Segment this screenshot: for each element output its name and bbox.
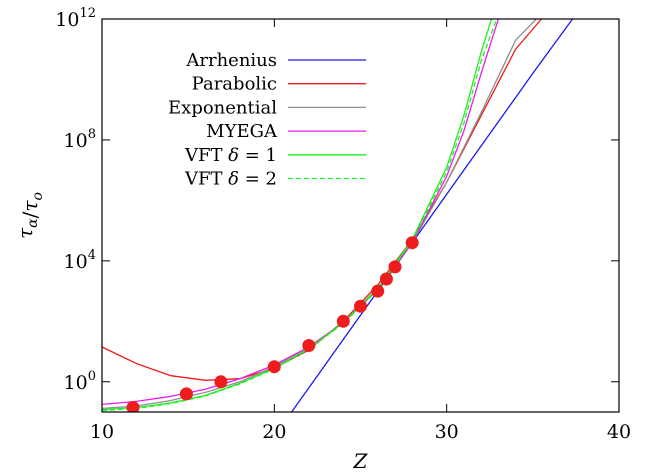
data-point [179, 387, 193, 401]
series-line-3 [102, 19, 500, 406]
data-point [336, 314, 350, 328]
series-line-5 [102, 19, 498, 412]
x-tick-label: 40 [607, 421, 631, 443]
y-axis-label: τα/το [13, 192, 46, 239]
data-point [354, 299, 367, 313]
legend-label: Parabolic [192, 74, 277, 95]
legend-label: VFT δ = 1 [184, 145, 277, 166]
x-tick-label: 10 [90, 421, 114, 443]
data-point [302, 339, 316, 352]
data-point [214, 375, 228, 389]
y-tick-label: 104 [64, 248, 96, 273]
x-axis-label: Z [353, 449, 369, 472]
plot-frame [101, 18, 620, 413]
y-tick-label: 108 [64, 127, 96, 152]
y-tick-label: 100 [64, 369, 96, 394]
legend-label: MYEGA [206, 121, 278, 142]
y-tick-label: 1012 [55, 6, 96, 31]
x-tick-label: 20 [262, 421, 286, 443]
data-point [371, 284, 385, 298]
series-line-0 [291, 19, 574, 412]
legend-label: Exponential [168, 97, 277, 118]
data-point [267, 360, 281, 374]
data-point [126, 401, 140, 412]
legend-label: VFT δ = 2 [184, 169, 277, 190]
data-point [379, 272, 393, 286]
x-tick-label: 30 [435, 421, 459, 443]
data-point [405, 236, 419, 250]
legend-label: Arrhenius [185, 50, 277, 71]
data-point [388, 260, 402, 274]
series-line-2 [102, 19, 537, 410]
